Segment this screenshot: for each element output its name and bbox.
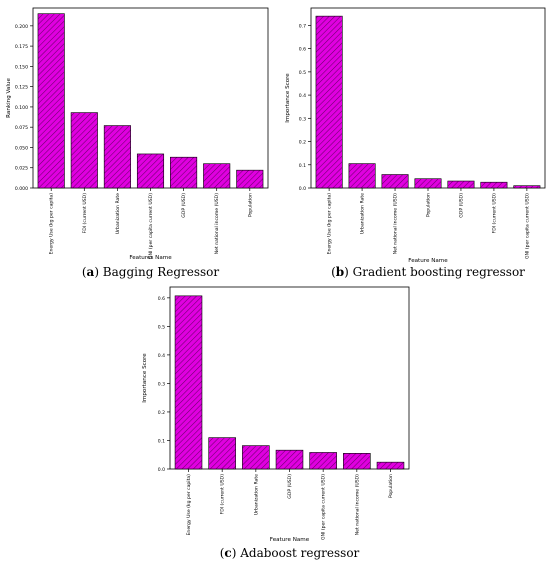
panel-c-ytick-label: 0.6 [158, 296, 165, 302]
panel-c-caption: (c) Adaboost regressor [220, 546, 360, 560]
panel-a-bar-gni-per-capita-current-usd [136, 153, 165, 189]
panel-b-xtick-label: Population [426, 193, 432, 217]
panel-a-ytick-label: 0.150 [15, 64, 28, 70]
panel-c-bar-net-national-income-usd [343, 453, 371, 470]
panel-b-ytick-label: 0.1 [299, 163, 306, 169]
panel-b-ytick-label: 0.5 [299, 70, 306, 76]
panel-b-ylabel: Importance Score [285, 73, 291, 123]
panel-a-bar-urbanization-rate [103, 125, 131, 189]
panel-c-bar-energy-use-kg-per-capita [174, 295, 203, 470]
panel-c-ytick-label: 0.5 [158, 324, 165, 330]
panel-b-bar-fdi-current-usd [480, 181, 508, 189]
panel-a-xtick-label: Net national income (USD) [214, 193, 220, 254]
panel-b-ytick-label: 0.2 [299, 140, 306, 146]
panel-b-xlabel: Feature Name [408, 258, 448, 264]
panel-c-axes-frame [169, 286, 410, 470]
panel-c-ytick-label: 0.4 [158, 353, 165, 359]
panel-b-bar-energy-use-kg-per-capita [315, 15, 343, 189]
panel-b-xtick-label: Net national income (USD) [393, 193, 399, 254]
panel-a-ytick-label: 0.000 [15, 186, 28, 192]
panel-b-xtick-label: Energy Use (kg per capita) [327, 193, 333, 255]
panel-c-xtick-label: Population [388, 474, 394, 498]
panel-a-ytick-label: 0.125 [15, 85, 28, 91]
panel-c-ylabel: Importance Score [142, 353, 148, 403]
panel-a-caption: (a) Bagging Regressor [82, 265, 220, 279]
panel-b-xtick-label: GNI (per capita current USD) [524, 193, 530, 259]
panel-c-xtick-label: GDP (USD) [287, 474, 293, 499]
panel-b-xtick-label: Urbanization Rate [360, 193, 366, 234]
panel-a-xtick-label: GDP (USD) [181, 193, 187, 218]
panel-a-bar-energy-use-kg-per-capita [37, 13, 65, 189]
panel-b-ytick-label: 0.6 [299, 47, 306, 53]
panel-c-bar-gdp-usd [275, 449, 304, 470]
panel-a-ylabel: Ranking Value [6, 78, 12, 118]
panel-b-ytick-label: 0.7 [299, 23, 306, 29]
panel-b-xtick-label: GDP (USD) [458, 193, 464, 218]
panel-c-xtick-label: FDI (current USD) [220, 474, 226, 515]
panel-a-xtick-label: Population [247, 193, 253, 217]
panel-b-ytick-label: 0.0 [299, 186, 306, 192]
panel-a-ytick-label: 0.100 [15, 105, 28, 111]
panel-b-xtick-label: FDI (current USD) [491, 193, 497, 234]
panel-a-ytick-label: 0.050 [15, 145, 28, 151]
panel-b-bar-gdp-usd [447, 180, 475, 189]
panel-a-ytick-label: 0.025 [15, 166, 28, 172]
panel-c-bar-gni-per-capita-current-usd [309, 452, 337, 470]
panel-a-xlabel: Features Name [129, 255, 172, 261]
panel-a-ytick-label: 0.075 [15, 125, 28, 131]
panel-c-ytick-label: 0.1 [158, 438, 165, 444]
panel-a-xtick-label: FDI (current USD) [82, 193, 88, 234]
panel-c-ytick-label: 0.3 [158, 381, 165, 387]
panel-c-ytick-label: 0.2 [158, 410, 165, 416]
panel-a-ytick-label: 0.175 [15, 44, 28, 50]
panel-c-xtick-label: Net national income (USD) [354, 474, 360, 535]
panel-b-bar-urbanization-rate [348, 163, 376, 189]
panel-c-xtick-label: Urbanization Rate [253, 474, 259, 515]
panel-c-xtick-label: GNI (per capita current USD) [321, 474, 327, 540]
panel-a-bar-fdi-current-usd [70, 112, 98, 189]
panel-b-ytick-label: 0.3 [299, 116, 306, 122]
panel-b-ytick-label: 0.4 [299, 93, 306, 99]
panel-c-bar-fdi-current-usd [208, 437, 236, 470]
panel-a-bar-gdp-usd [170, 156, 198, 189]
panel-a-ytick-label: 0.200 [15, 24, 28, 30]
panel-a-xtick-label: Energy Use (kg per capita) [49, 193, 55, 255]
panel-a-xtick-label: Urbanization Rate [115, 193, 121, 234]
panel-b-bar-net-national-income-usd [381, 174, 409, 189]
panel-a-bar-net-national-income-usd [203, 163, 231, 189]
panel-c-xtick-label: Energy Use (kg per capita) [186, 474, 192, 536]
panel-b-bar-population [414, 178, 442, 189]
panel-a-xtick-label: GNI (per capita current USD) [148, 193, 154, 259]
panel-b-bar-gni-per-capita-current-usd [513, 185, 541, 189]
panel-c-ytick-label: 0.0 [158, 467, 165, 473]
panel-c-bar-urbanization-rate [242, 445, 270, 470]
panel-b-axes-frame [310, 7, 546, 189]
panel-c-xlabel: Feature Name [270, 537, 310, 543]
panel-a-bar-population [236, 169, 264, 189]
panel-c-bar-population [376, 461, 405, 470]
panel-b-caption: (b) Gradient boosting regressor [331, 265, 525, 279]
